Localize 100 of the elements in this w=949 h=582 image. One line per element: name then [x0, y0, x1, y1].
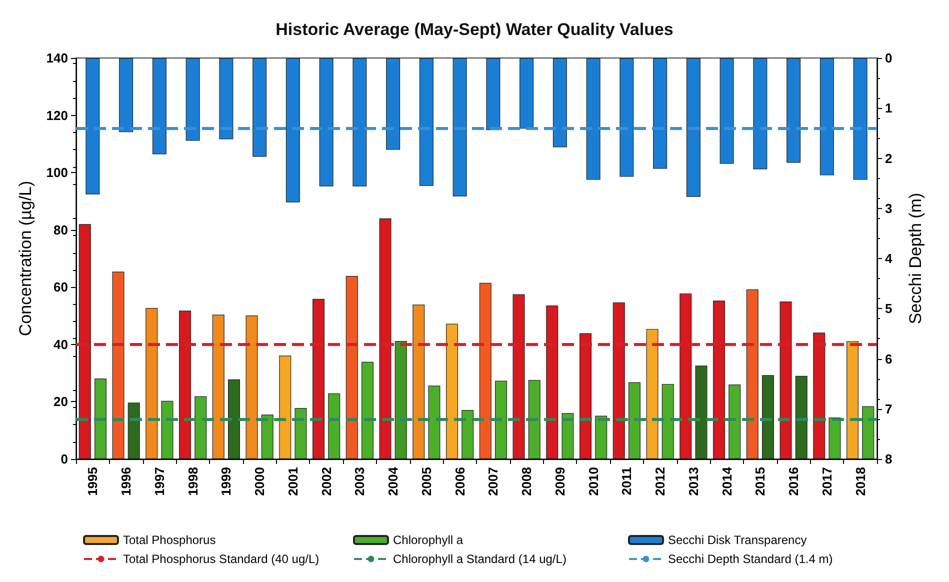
bar	[294, 408, 307, 459]
y2-tick-label: 1	[885, 100, 892, 116]
bar	[753, 58, 768, 170]
legend-label: Total Phosphorus	[123, 533, 216, 547]
chart-title: Historic Average (May-Sept) Water Quality Values	[276, 20, 674, 39]
x-tick-label: 2013	[686, 467, 701, 496]
y2-tick-label: 6	[885, 351, 892, 366]
bar	[428, 386, 440, 459]
bar	[128, 402, 140, 459]
bar	[212, 314, 224, 459]
bar	[412, 304, 425, 459]
x-tick-label: 2015	[752, 467, 768, 496]
bar	[562, 413, 574, 459]
bar	[394, 340, 407, 459]
y2-tick-label: 3	[885, 200, 892, 216]
bar	[728, 384, 741, 459]
bar	[746, 289, 758, 459]
bar	[595, 416, 608, 459]
bar	[628, 382, 640, 459]
y-tick-label: 80	[54, 222, 68, 238]
bar	[486, 58, 500, 130]
y2-tick-label: 2	[885, 150, 892, 166]
bar	[261, 414, 274, 459]
bar	[194, 396, 207, 459]
y2-tick-label: 8	[885, 452, 892, 466]
bar	[820, 58, 834, 176]
x-tick-label: 1998	[185, 467, 200, 496]
bar	[846, 341, 859, 459]
bar	[94, 378, 106, 459]
bar	[252, 58, 267, 157]
bar	[520, 58, 534, 129]
bar	[286, 58, 300, 202]
bar	[528, 380, 540, 459]
bar	[462, 410, 474, 459]
bar	[152, 58, 166, 154]
y-tick-label: 100	[46, 165, 68, 180]
bar	[419, 58, 434, 186]
x-tick-label: 2017	[819, 467, 834, 496]
bar	[86, 58, 100, 194]
bar	[828, 417, 841, 459]
bar	[361, 362, 374, 459]
bar	[246, 316, 258, 459]
bar	[620, 58, 634, 177]
x-tick-label: 1996	[118, 467, 134, 496]
bar	[228, 379, 240, 459]
bar	[720, 58, 734, 164]
x-tick-label: 2011	[619, 467, 634, 496]
bar	[786, 58, 801, 163]
bar	[119, 58, 134, 132]
bar	[328, 393, 340, 459]
x-tick-label: 2009	[552, 467, 568, 496]
y2-axis-title: Secchi Depth (m)	[906, 192, 925, 324]
bar	[653, 58, 668, 169]
x-tick-label: 2012	[652, 467, 668, 496]
bar	[161, 400, 174, 459]
bar	[386, 58, 400, 150]
legend-label: Chlorophyll a	[393, 533, 464, 547]
y-tick-label: 120	[46, 108, 68, 123]
bar	[319, 58, 334, 186]
x-tick-label: 2000	[252, 467, 268, 496]
bar	[452, 58, 467, 196]
y2-tick-label: 5	[885, 301, 892, 316]
y-tick-label: 20	[54, 394, 68, 410]
y-tick-label: 140	[46, 50, 68, 66]
bar	[346, 276, 358, 459]
bar	[686, 58, 700, 197]
bar	[646, 328, 658, 459]
x-tick-label: 2010	[586, 467, 601, 496]
x-tick-label: 1995	[85, 467, 100, 496]
bar	[862, 406, 874, 459]
legend-label: Secchi Disk Transparency	[668, 533, 807, 547]
bar	[219, 58, 234, 140]
y2-tick-label: 4	[885, 251, 893, 266]
y-tick-label: 0	[60, 452, 68, 466]
bar	[279, 356, 292, 459]
bar	[479, 282, 492, 459]
bar	[112, 272, 124, 459]
legend-label: Total Phosphorus Standard (40 ug/L)	[123, 552, 320, 566]
y2-tick-label: 7	[885, 401, 892, 416]
legend-label: Secchi Depth Standard (1.4 m)	[668, 552, 833, 566]
x-tick-label: 1997	[152, 467, 167, 496]
y-tick-label: 60	[54, 280, 68, 295]
x-tick-label: 2014	[719, 466, 734, 496]
bar	[586, 58, 600, 180]
x-tick-label: 1999	[218, 467, 234, 496]
x-tick-label: 2006	[452, 467, 468, 496]
x-tick-label: 2016	[786, 467, 802, 496]
bar	[494, 380, 507, 459]
x-tick-label: 2002	[318, 467, 334, 496]
bar	[146, 308, 158, 459]
legend-label: Chlorophyll a Standard (14 ug/L)	[393, 552, 566, 566]
y-tick-label: 40	[54, 336, 68, 352]
x-tick-label: 2003	[352, 467, 368, 496]
bar	[853, 58, 868, 180]
bar	[352, 58, 367, 186]
x-tick-label: 2018	[852, 467, 868, 496]
bar	[662, 384, 674, 459]
x-tick-label: 2005	[418, 467, 434, 496]
y-axis-title: Concentration (µg/L)	[16, 180, 35, 336]
x-tick-label: 2004	[386, 466, 401, 496]
